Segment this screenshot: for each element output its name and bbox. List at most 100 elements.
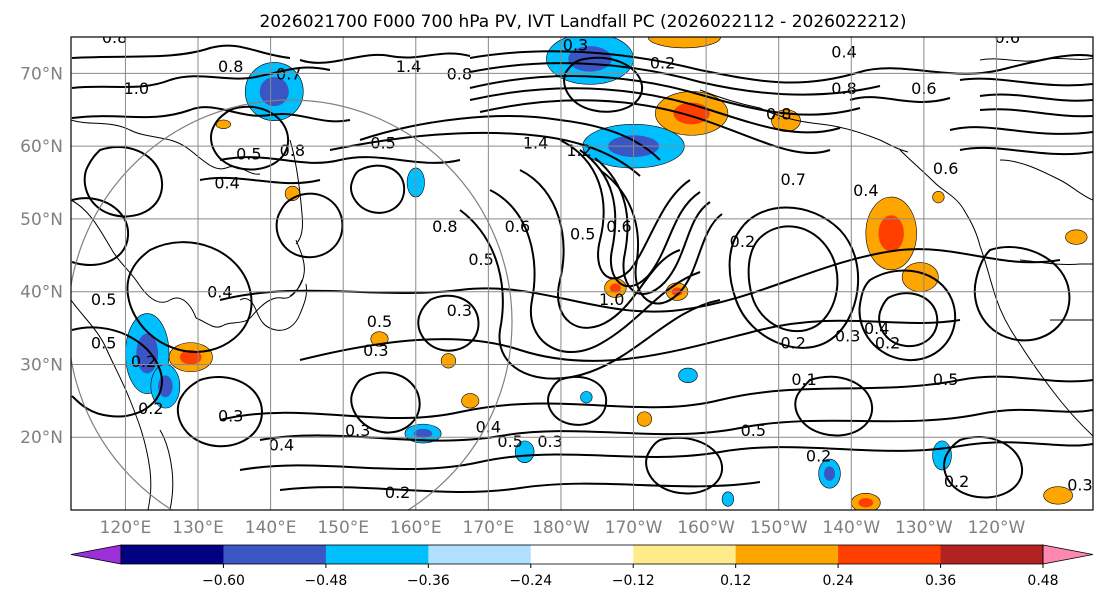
contour-label-53: 0.2 — [385, 483, 410, 502]
contour-label-33: 0.1 — [791, 370, 816, 389]
contour-label-14: 0.4 — [214, 174, 239, 193]
contour-label-3: 0.8 — [218, 57, 243, 76]
lat-label-2: 50°N — [20, 210, 63, 230]
pc-blob-13 — [440, 353, 457, 369]
pc-blob-27 — [932, 440, 952, 471]
colorbar-tick-3: −0.24 — [509, 573, 552, 589]
lon-label-2: 140°E — [245, 518, 297, 538]
contour-label-22: 0.8 — [432, 217, 457, 236]
colorbar-bin-3 — [325, 545, 429, 564]
pc-blob-core-11 — [179, 349, 202, 365]
contour-label-11: 0.6 — [995, 28, 1020, 47]
lon-label-6: 180°W — [532, 518, 590, 538]
contour-label-39: 0.2 — [138, 399, 163, 418]
map-frame — [70, 36, 1094, 511]
lon-label-12: 120°W — [968, 518, 1026, 538]
longitude-labels: 120°E 130°E 140°E 150°E 160°E 170°E 180°W 170°W… — [100, 518, 1026, 538]
contour-label-29: 0.4 — [864, 319, 889, 338]
contour-label-44: 0.3 — [447, 301, 472, 320]
pc-blob-core-7 — [878, 215, 904, 252]
lon-label-0: 120°E — [100, 518, 152, 538]
contour-labels: 0.81.00.70.8 1.4 0.80.30.20.40.80.80.60.60… — [91, 28, 1093, 502]
contour-label-1: 1.0 — [124, 79, 149, 98]
contour-label-16: 0.5 — [370, 134, 395, 153]
lon-label-5: 170°E — [463, 518, 515, 538]
colorbar-bin-1 — [121, 545, 224, 564]
contour-label-30: 0.3 — [835, 326, 860, 345]
pc-blob-17 — [1065, 229, 1088, 245]
lon-label-11: 130°W — [895, 518, 953, 538]
colorbar-bin-4 — [428, 545, 532, 564]
colorbar-bin-9 — [940, 545, 1044, 564]
contour-label-50: 0.2 — [806, 446, 831, 465]
contour-label-24: 0.6 — [505, 217, 530, 236]
contour-label-7: 0.2 — [650, 53, 675, 72]
pc-blob-15 — [636, 411, 652, 427]
lon-label-10: 140°W — [822, 518, 880, 538]
contour-label-32: 0.2 — [780, 334, 805, 353]
colorbar-tick-7: 0.36 — [925, 573, 956, 589]
colorbar-tick-8: 0.48 — [1027, 573, 1058, 589]
lat-label-3: 40°N — [20, 283, 63, 303]
pc-blob-25 — [514, 440, 535, 464]
pc-blob-16 — [932, 190, 945, 204]
contour-label-52: 0.3 — [1067, 476, 1092, 495]
coastlines — [71, 57, 1093, 510]
contour-label-48: 0.3 — [537, 432, 562, 451]
contour-label-47: 0.5 — [497, 432, 522, 451]
lon-label-7: 170°W — [605, 518, 663, 538]
contour-label-40: 0.3 — [363, 341, 388, 360]
pc-blob-14 — [461, 393, 480, 409]
colorbar-bin-8 — [838, 545, 942, 564]
colorbar-tick-5: 0.12 — [720, 573, 751, 589]
contour-label-51: 0.2 — [944, 472, 969, 491]
gridlines — [71, 37, 1093, 510]
contour-label-8: 0.4 — [831, 43, 856, 62]
colorbar: −0.60 −0.48 −0.36 −0.24 −0.12 0.12 0.24 0.36 0.4… — [70, 544, 1094, 589]
map-background — [71, 37, 1093, 510]
colorbar-bin-6 — [633, 545, 737, 564]
lat-label-5: 20°N — [20, 428, 63, 448]
pc-blob-core-24 — [413, 428, 433, 439]
contour-label-19: 0.7 — [780, 170, 805, 189]
contour-label-43: 0.5 — [367, 312, 392, 331]
contour-label-35: 0.5 — [91, 290, 116, 309]
lat-label-4: 30°N — [20, 355, 63, 375]
pc-blob-core-26 — [824, 466, 835, 481]
colorbar-tick-4: −0.12 — [612, 573, 655, 589]
pc-blob-28 — [678, 367, 698, 383]
contour-label-38: 0.2 — [131, 352, 156, 371]
lon-label-4: 160°E — [390, 518, 442, 538]
contour-label-25: 0.6 — [606, 217, 631, 236]
latitude-labels: 70°N 60°N 50°N 40°N 30°N 20°N — [20, 64, 63, 448]
contour-label-31: 0.2 — [875, 334, 900, 353]
contour-label-13: 0.5 — [236, 144, 261, 163]
range-ring — [71, 99, 513, 510]
contour-label-17: 1.4 — [523, 134, 548, 153]
colorbar-tick-0: −0.60 — [202, 573, 245, 589]
contour-label-18: 1.2 — [566, 141, 591, 160]
plot-title: 2026021700 F000 700 hPa PV, IVT Landfall… — [259, 12, 906, 32]
contour-label-34: 0.5 — [933, 370, 958, 389]
contour-label-23: 0.5 — [468, 250, 493, 269]
pc-blob-core-9 — [609, 283, 621, 293]
lat-label-1: 60°N — [20, 137, 63, 157]
colorbar-tick-1: −0.48 — [304, 573, 347, 589]
contour-label-42: 0.3 — [345, 421, 370, 440]
contour-label-0: 0.8 — [102, 28, 127, 47]
contour-label-41: 0.3 — [218, 406, 243, 425]
contour-label-26: 1.0 — [599, 290, 624, 309]
map-panel: 0.81.00.70.8 1.4 0.80.30.20.40.80.80.60.60… — [70, 28, 1094, 511]
colorbar-tick-6: 0.24 — [823, 573, 854, 589]
lon-label-3: 150°E — [317, 518, 369, 538]
colorbar-frame — [120, 544, 1044, 565]
contour-label-27: 0.5 — [570, 224, 595, 243]
pv-contours — [71, 44, 1093, 499]
colorbar-bin-7 — [735, 545, 839, 564]
pc-blob-19 — [1043, 486, 1073, 505]
contour-label-20: 0.4 — [853, 181, 878, 200]
pc-blob-20 — [215, 119, 231, 129]
lat-label-0: 70°N — [20, 64, 63, 84]
pc-blob-29 — [580, 391, 593, 404]
pc-blob-4 — [647, 37, 721, 49]
